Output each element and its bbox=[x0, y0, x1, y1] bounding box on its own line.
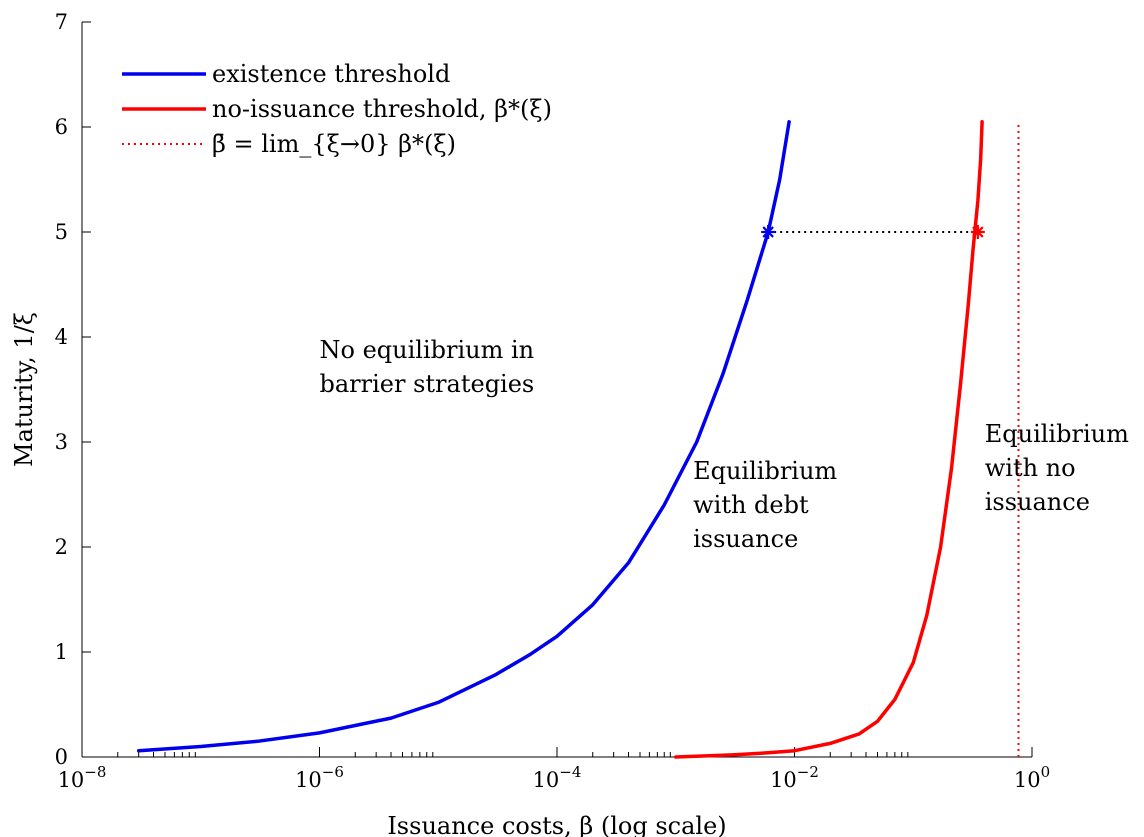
x-tick-label: 10−6 bbox=[295, 763, 344, 792]
marker-stroke bbox=[972, 226, 984, 238]
series-line-0 bbox=[136, 120, 791, 753]
x-tick-label: 10−4 bbox=[533, 763, 582, 792]
marker-stroke bbox=[762, 226, 774, 238]
axes: 0 1 2 3 4 5 6 7 10−8 10−6 10−4 10−2 100 Issuance cost… bbox=[10, 10, 1050, 837]
marker-0 bbox=[761, 225, 776, 239]
legend: existence threshold no-issuance threshold… bbox=[122, 60, 552, 158]
y-tick-label: 5 bbox=[55, 220, 68, 244]
y-tick-label: 3 bbox=[55, 430, 68, 454]
series-layer bbox=[136, 120, 1020, 759]
x-axis-label: Issuance costs, β (log scale) bbox=[387, 812, 726, 837]
legend-label-2: β̄ = lim_{ξ→0} β*(ξ) bbox=[212, 130, 456, 158]
x-tick-label: 10−8 bbox=[58, 763, 107, 792]
x-tick-label: 10−2 bbox=[770, 763, 819, 792]
y-tick-label: 1 bbox=[55, 640, 68, 664]
x-tick-label: 100 bbox=[1014, 763, 1050, 792]
annotation-0: No equilibrium in barrier strategies bbox=[320, 336, 535, 398]
y-tick-label: 6 bbox=[55, 115, 68, 139]
annotations: No equilibrium in barrier strategies Equil… bbox=[320, 336, 1130, 553]
series-line-1 bbox=[674, 120, 984, 759]
y-tick-label: 2 bbox=[55, 535, 68, 559]
marker-1 bbox=[970, 225, 985, 239]
legend-label-1: no-issuance threshold, β*(ξ) bbox=[212, 95, 552, 123]
legend-label-0: existence threshold bbox=[212, 60, 450, 88]
annotation-1: Equilibrium with debt issuance bbox=[693, 457, 837, 553]
y-tick-label: 7 bbox=[55, 10, 68, 34]
y-tick-label: 0 bbox=[55, 745, 68, 769]
y-tick-label: 4 bbox=[55, 325, 68, 349]
y-axis-label: Maturity, 1/ξ bbox=[10, 312, 38, 467]
annotation-2: Equilibrium with no issuance bbox=[985, 420, 1129, 516]
